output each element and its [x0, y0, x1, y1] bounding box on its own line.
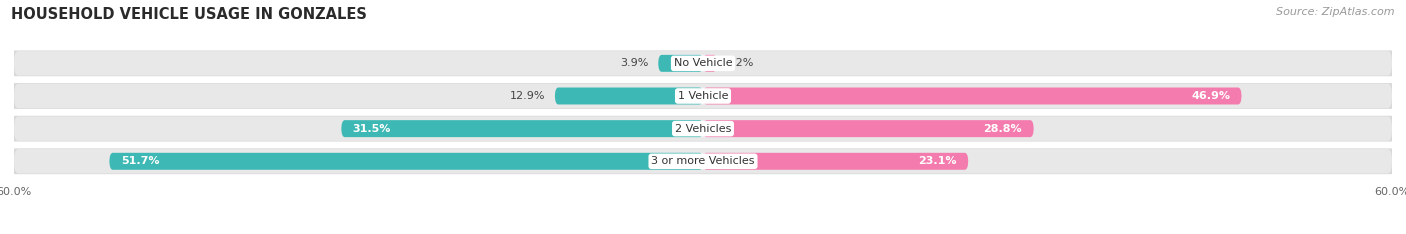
FancyBboxPatch shape: [342, 120, 703, 137]
FancyBboxPatch shape: [703, 88, 1241, 105]
FancyBboxPatch shape: [14, 149, 1392, 174]
Text: 3.9%: 3.9%: [620, 58, 650, 68]
FancyBboxPatch shape: [11, 51, 1395, 76]
FancyBboxPatch shape: [703, 55, 717, 72]
FancyBboxPatch shape: [11, 116, 1395, 142]
FancyBboxPatch shape: [11, 148, 1395, 174]
Text: 1.2%: 1.2%: [725, 58, 755, 68]
Text: 28.8%: 28.8%: [984, 124, 1022, 134]
FancyBboxPatch shape: [14, 116, 1392, 141]
Text: 2 Vehicles: 2 Vehicles: [675, 124, 731, 134]
FancyBboxPatch shape: [110, 153, 703, 170]
Text: HOUSEHOLD VEHICLE USAGE IN GONZALES: HOUSEHOLD VEHICLE USAGE IN GONZALES: [11, 7, 367, 22]
Text: 1 Vehicle: 1 Vehicle: [678, 91, 728, 101]
Text: 3 or more Vehicles: 3 or more Vehicles: [651, 156, 755, 166]
Text: Source: ZipAtlas.com: Source: ZipAtlas.com: [1277, 7, 1395, 17]
FancyBboxPatch shape: [555, 88, 703, 105]
Text: 46.9%: 46.9%: [1191, 91, 1230, 101]
Text: 23.1%: 23.1%: [918, 156, 956, 166]
Text: 51.7%: 51.7%: [121, 156, 159, 166]
FancyBboxPatch shape: [703, 153, 969, 170]
FancyBboxPatch shape: [11, 83, 1395, 109]
FancyBboxPatch shape: [703, 120, 1033, 137]
FancyBboxPatch shape: [14, 84, 1392, 108]
Text: 12.9%: 12.9%: [510, 91, 546, 101]
Text: 31.5%: 31.5%: [353, 124, 391, 134]
Text: No Vehicle: No Vehicle: [673, 58, 733, 68]
FancyBboxPatch shape: [14, 51, 1392, 76]
FancyBboxPatch shape: [658, 55, 703, 72]
